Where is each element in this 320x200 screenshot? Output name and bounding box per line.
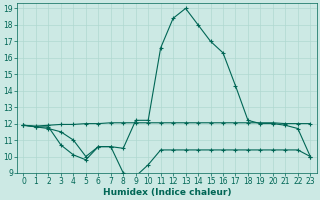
X-axis label: Humidex (Indice chaleur): Humidex (Indice chaleur) bbox=[103, 188, 231, 197]
